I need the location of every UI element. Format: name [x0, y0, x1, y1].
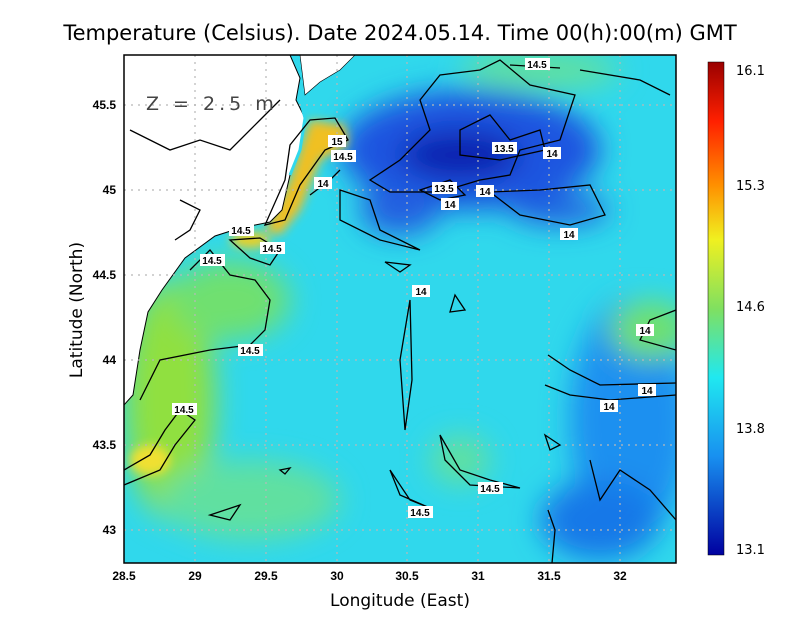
y-tick: 43.5 [93, 438, 117, 452]
contour-labels: 13.5 14.5 14 14 13.5 14 14 14 15 14.5 14… [172, 58, 656, 519]
colorbar-label: 14.6 [736, 300, 765, 315]
y-tick: 45 [103, 183, 117, 197]
x-axis: 28.5 29 29.5 30 30.5 31 31.5 32 Longitud… [112, 569, 627, 611]
colorbar-label: 15.3 [736, 179, 765, 194]
y-axis-label: Latitude (North) [67, 242, 87, 378]
x-tick: 30 [330, 569, 344, 583]
contour-label: 14.5 [408, 506, 433, 519]
colorbar-label: 13.1 [736, 543, 765, 558]
svg-text:14: 14 [603, 402, 615, 413]
contour-label: 14 [314, 177, 332, 190]
colorbar-label: 13.8 [736, 422, 765, 437]
contour-label: 14 [412, 285, 430, 298]
svg-text:14.5: 14.5 [231, 226, 251, 237]
x-tick: 31.5 [537, 569, 561, 583]
y-tick: 44 [103, 353, 117, 367]
svg-text:14: 14 [479, 187, 491, 198]
x-tick: 29 [188, 569, 202, 583]
colorbar-label: 16.1 [736, 64, 765, 79]
contour-label: 14 [560, 228, 578, 241]
svg-text:14: 14 [641, 386, 653, 397]
land-mass [124, 55, 306, 406]
svg-text:14.5: 14.5 [262, 244, 282, 255]
svg-text:14.5: 14.5 [527, 60, 547, 71]
y-tick: 43 [103, 523, 117, 537]
svg-text:14: 14 [317, 179, 329, 190]
x-tick: 30.5 [395, 569, 419, 583]
border-line [174, 199, 201, 241]
contour-label: 14 [476, 185, 494, 198]
contour-label: 14.5 [260, 242, 285, 255]
svg-text:14.5: 14.5 [410, 508, 430, 519]
svg-text:13.5: 13.5 [434, 184, 454, 195]
land-north [299, 55, 356, 96]
map-title: Temperature (Celsius). Date 2024.05.14. … [62, 21, 737, 45]
contour-label: 14.5 [525, 58, 550, 71]
temperature-field [125, 55, 676, 560]
contour-label: 14 [636, 324, 654, 337]
x-tick: 32 [613, 569, 627, 583]
plot-frame [123, 54, 677, 564]
border-line [129, 99, 281, 151]
contour-label: 13.5 [432, 182, 457, 195]
contour-label: 14 [441, 198, 459, 211]
svg-text:14: 14 [415, 287, 427, 298]
contour-label: 14.5 [331, 150, 356, 163]
svg-text:14: 14 [639, 326, 651, 337]
svg-text:14: 14 [546, 149, 558, 160]
svg-text:14: 14 [563, 230, 575, 241]
svg-text:14.5: 14.5 [333, 152, 353, 163]
contour-label: 14 [638, 384, 656, 397]
contour-label: 15 [328, 135, 346, 148]
contour-label: 14 [600, 400, 618, 413]
contour-label: 14.5 [172, 403, 197, 416]
svg-text:14: 14 [444, 200, 456, 211]
svg-text:14.5: 14.5 [174, 405, 194, 416]
contour-label: 14.5 [229, 224, 254, 237]
x-tick: 29.5 [254, 569, 278, 583]
x-axis-label: Longitude (East) [330, 591, 470, 611]
contour-label: 14.5 [238, 344, 263, 357]
grid-lines [124, 55, 676, 563]
colorbar-gradient [707, 61, 725, 556]
svg-text:14.5: 14.5 [240, 346, 260, 357]
y-tick: 45.5 [93, 98, 117, 112]
y-tick: 44.5 [93, 268, 117, 282]
colorbar: 16.1 15.3 14.6 13.8 13.1 [707, 61, 765, 558]
plot-area: 13.5 14.5 14 14 13.5 14 14 14 15 14.5 14… [124, 55, 676, 563]
x-tick: 31 [471, 569, 485, 583]
svg-text:13.5: 13.5 [494, 144, 514, 155]
x-tick: 28.5 [112, 569, 136, 583]
contour-label: 13.5 [492, 142, 517, 155]
svg-text:15: 15 [331, 137, 343, 148]
depth-label: Z = 2.5 m [146, 93, 278, 115]
svg-text:14.5: 14.5 [480, 484, 500, 495]
y-axis: 45.5 45 44.5 44 43.5 43 Latitude (North) [67, 98, 116, 537]
coastal-strip [288, 99, 307, 176]
contour-label: 14 [543, 147, 561, 160]
svg-text:14.5: 14.5 [202, 256, 222, 267]
contour-label: 14.5 [478, 482, 503, 495]
contour-label: 14.5 [200, 254, 225, 267]
